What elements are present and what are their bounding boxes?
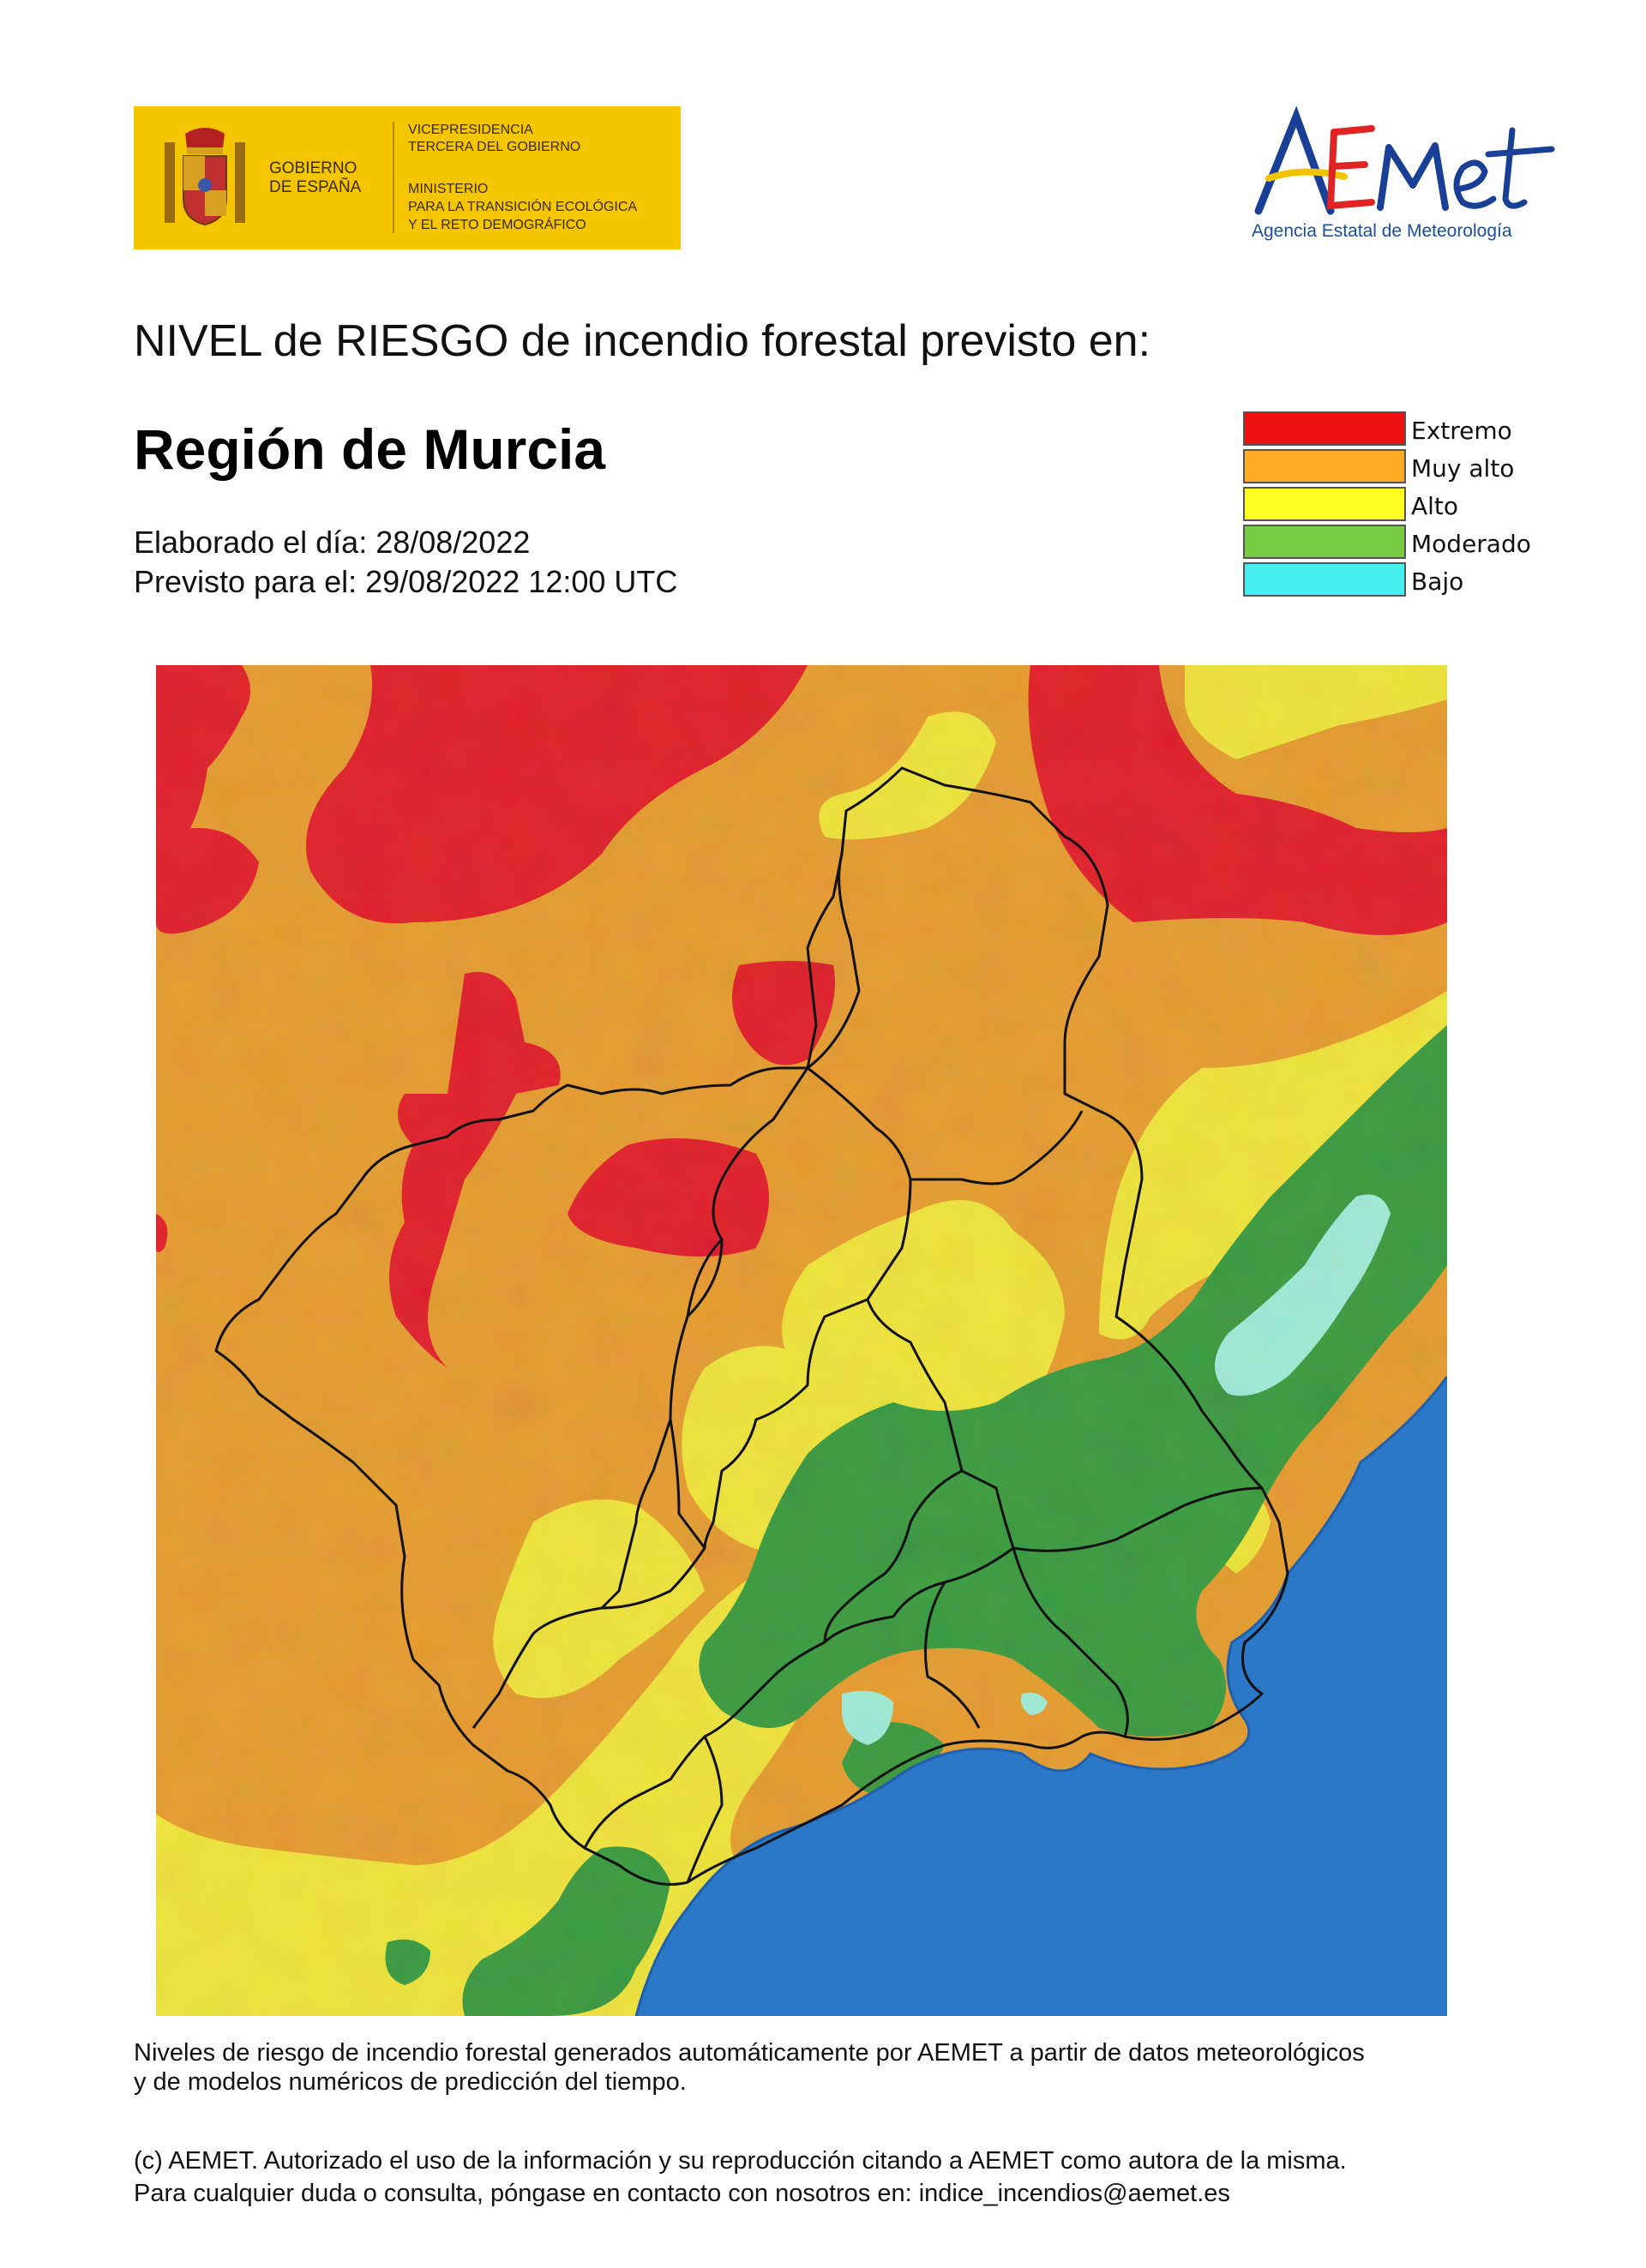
comarca-border (703, 1298, 868, 1549)
comarca-border (1012, 1547, 1129, 1737)
aemet-wordmark-icon (1254, 105, 1555, 215)
comarca-border (924, 1581, 981, 1729)
elaborado-date: Elaborado el día: 28/08/2022 (134, 525, 531, 560)
comarca-border (806, 853, 844, 1069)
comarca-border (686, 1736, 724, 1883)
legend-item-bajo: Bajo (1243, 562, 1586, 600)
legend-swatch (1243, 411, 1406, 446)
comarca-borders (214, 766, 1289, 1886)
previsto-date: Previsto para el: 29/08/2022 12:00 UTC (134, 564, 678, 599)
vicepresidencia-text: VICEPRESIDENCIA (408, 123, 533, 137)
aemet-subtitle: Agencia Estatal de Meteorología (1252, 221, 1512, 241)
legend-item-extremo: Extremo (1243, 411, 1586, 449)
comarca-border (600, 1419, 672, 1610)
legend-swatch (1243, 449, 1406, 483)
legend-label: Alto (1411, 492, 1459, 520)
comarca-border (807, 1066, 964, 1472)
aemet-logo: Agencia Estatal de Meteorología (1252, 105, 1560, 252)
footer-contact: Para cualquier duda o consulta, póngase … (134, 2180, 1230, 2207)
coastline (634, 1376, 1447, 2016)
gobierno-espana-logo: GOBIERNO DE ESPAÑA VICEPRESIDENCIA TERCE… (134, 106, 681, 249)
risk-legend: Extremo Muy alto Alto Moderado Bajo (1243, 411, 1586, 602)
ministerio-text: MINISTERIO (408, 182, 489, 196)
espana-text: DE ESPAÑA (269, 178, 362, 196)
comarca-border (910, 1110, 1084, 1185)
legend-label: Extremo (1411, 417, 1512, 445)
footer-disclaimer: Niveles de riesgo de incendio forestal g… (134, 2038, 1608, 2097)
gobierno-text: GOBIERNO (269, 159, 357, 177)
legend-swatch (1243, 562, 1406, 597)
coat-of-arms-icon (165, 128, 245, 226)
transicion-ecologica-text: PARA LA TRANSICIÓN ECOLÓGICA (408, 200, 638, 214)
logo-divider (393, 122, 394, 233)
legend-label: Moderado (1411, 530, 1531, 558)
comarca-border (1012, 1486, 1263, 1552)
footer-line: (c) AEMET. Autorizado el uso de la infor… (134, 2147, 1347, 2175)
legend-label: Muy alto (1411, 454, 1515, 483)
legend-swatch (1243, 525, 1406, 559)
fire-risk-map (156, 665, 1447, 2016)
legend-label: Bajo (1411, 567, 1464, 596)
comarca-border (686, 1238, 724, 1317)
footer-copyright: (c) AEMET. Autorizado el uso de la infor… (134, 2145, 1608, 2210)
comarca-border (583, 1469, 1015, 1849)
tercera-gobierno-text: TERCERA DEL GOBIERNO (408, 140, 581, 154)
footer-line: y de modelos numéricos de predicción del… (134, 2068, 687, 2096)
page-heading: NIVEL de RIESGO de incendio forestal pre… (134, 316, 1151, 366)
legend-item-muy-alto: Muy alto (1243, 449, 1586, 487)
legend-swatch (1243, 487, 1406, 521)
reto-demografico-text: Y EL RETO DEMOGRÁFICO (408, 218, 586, 232)
comarca-border (823, 1469, 963, 1643)
region-outline (214, 766, 1289, 1886)
region-title: Región de Murcia (134, 417, 606, 481)
legend-item-moderado: Moderado (1243, 525, 1586, 562)
legend-item-alto: Alto (1243, 487, 1586, 525)
footer-line: Niveles de riesgo de incendio forestal g… (134, 2039, 1365, 2067)
